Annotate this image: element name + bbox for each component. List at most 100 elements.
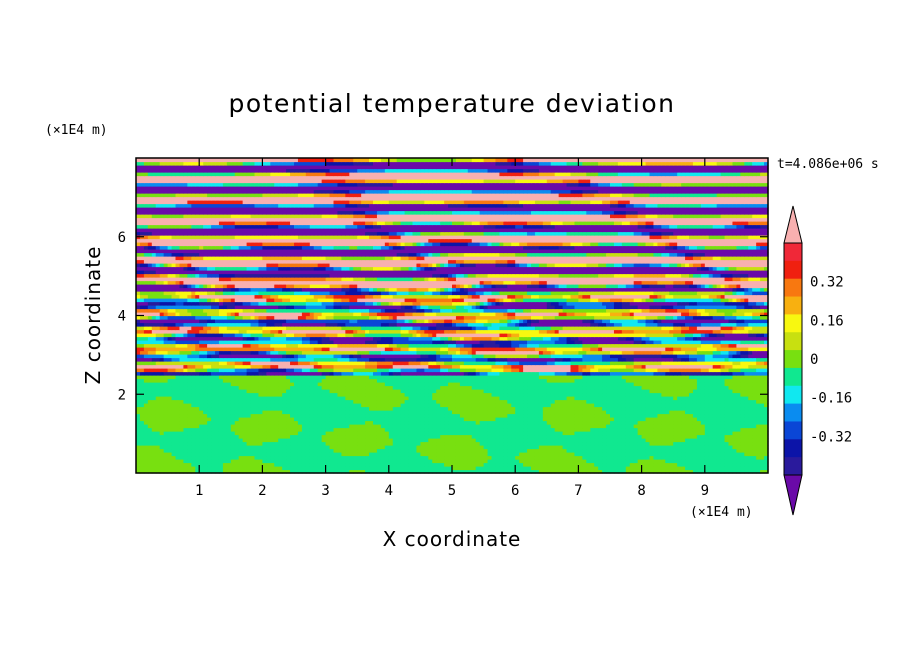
field-cell [621,420,627,425]
field-cell [230,434,236,439]
field-cell [420,382,425,387]
field-cell [732,392,737,397]
field-cell [645,438,651,443]
field-cell [159,438,165,443]
field-cell [562,445,568,450]
field-cell [136,462,141,467]
field-cell [250,417,256,422]
field-cell [625,441,631,446]
field-cell [297,434,303,439]
field-cell [266,445,271,450]
field-cell [329,420,335,425]
field-cell [357,431,362,436]
field-cell [527,371,532,376]
field-cell [471,389,477,394]
field-cell [546,382,552,387]
field-cell [187,427,192,432]
field-cell [392,434,398,439]
field-cell [574,399,579,404]
field-cell [408,462,414,467]
field-cell [329,389,335,394]
field-cell [242,448,248,453]
field-cell [511,445,516,450]
field-cell [420,441,425,446]
field-cell [692,420,698,425]
field-cell [384,371,390,376]
field-cell [534,420,540,425]
field-cell [325,389,331,394]
field-cell [270,392,275,397]
field-cell [286,434,291,439]
field-cell [195,462,200,467]
field-cell [147,403,153,408]
field-cell [365,378,370,383]
field-cell [645,455,651,460]
field-cell [384,417,390,422]
field-cell [294,445,299,450]
field-cell [361,445,366,450]
field-cell [531,389,536,394]
field-cell [677,445,682,450]
field-cell [641,399,647,404]
field-cell [139,448,145,453]
field-cell [258,462,263,467]
field-cell [175,420,181,425]
field-cell [463,424,469,429]
field-cell [689,410,694,415]
field-cell [143,385,149,390]
field-cell [546,424,552,429]
field-cell [211,445,216,450]
field-cell [345,364,350,369]
field-cell [432,441,437,446]
field-cell [479,417,485,422]
field-cell [594,438,599,443]
field-cell [665,378,670,383]
field-cell [396,459,402,464]
field-cell [534,410,540,415]
field-cell [610,459,615,464]
field-cell [191,469,196,474]
field-cell [226,406,232,411]
field-cell [748,445,753,450]
field-cell [511,420,516,425]
field-cell [554,378,560,383]
field-cell [448,462,453,467]
field-cell [744,441,749,446]
field-cell [215,431,220,436]
field-cell [629,431,635,436]
field-cell [187,392,192,397]
field-cell [621,378,627,383]
field-cell [625,459,631,464]
field-cell [392,466,398,471]
field-cell [365,445,370,450]
field-cell [681,459,686,464]
field-cell [191,455,196,460]
field-cell [207,441,212,446]
field-cell [764,399,769,404]
field-cell [309,392,315,397]
field-cell [685,392,690,397]
field-cell [574,389,579,394]
field-cell [487,424,493,429]
field-cell [542,385,548,390]
field-cell [266,406,271,411]
field-cell [262,431,267,436]
field-cell [136,434,141,439]
field-cell [728,399,734,404]
field-cell [416,382,421,387]
field-cell [534,378,540,383]
field-cell [440,399,445,404]
field-cell [191,448,196,453]
field-cell [538,466,544,471]
field-cell [740,455,745,460]
field-cell [764,445,769,450]
field-cell [234,459,240,464]
field-cell [305,455,311,460]
field-cell [724,420,730,425]
field-cell [207,431,212,436]
field-cell [329,417,335,422]
field-cell [700,459,706,464]
field-cell [459,466,465,471]
field-cell [558,427,564,432]
field-cell [661,448,666,453]
